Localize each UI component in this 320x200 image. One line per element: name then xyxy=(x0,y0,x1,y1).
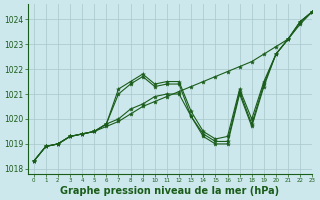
X-axis label: Graphe pression niveau de la mer (hPa): Graphe pression niveau de la mer (hPa) xyxy=(60,186,280,196)
